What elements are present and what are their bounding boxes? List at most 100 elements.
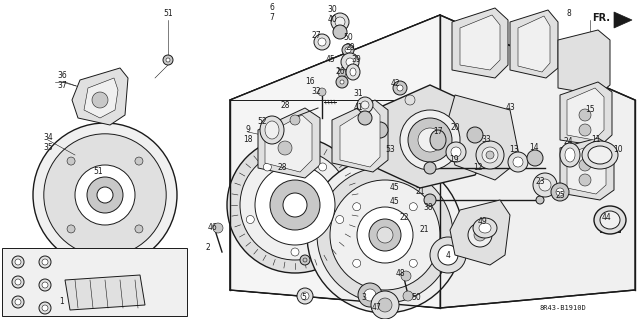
Circle shape [579,109,591,121]
Ellipse shape [341,53,359,71]
Ellipse shape [486,151,494,159]
Ellipse shape [350,68,356,76]
Circle shape [403,291,413,301]
Text: 19: 19 [449,155,459,165]
Polygon shape [230,15,635,308]
Polygon shape [450,200,510,265]
Ellipse shape [265,121,279,139]
Circle shape [264,163,271,171]
Ellipse shape [430,130,446,150]
Circle shape [12,276,24,288]
Ellipse shape [75,165,135,225]
Circle shape [358,111,372,125]
Circle shape [15,299,21,305]
Ellipse shape [346,58,354,66]
Circle shape [340,80,344,84]
Ellipse shape [330,180,440,290]
Bar [590,148,614,163]
Ellipse shape [479,223,491,233]
Ellipse shape [418,128,442,152]
Ellipse shape [227,137,363,273]
Text: 17: 17 [433,128,443,137]
Text: 38: 38 [423,204,433,212]
Circle shape [15,259,21,265]
Ellipse shape [513,157,523,167]
Ellipse shape [357,207,413,263]
Text: 5: 5 [301,293,307,302]
Circle shape [92,92,108,108]
Ellipse shape [44,134,166,256]
Polygon shape [72,68,128,125]
Bar [2,248,187,316]
Text: 32: 32 [311,87,321,97]
Ellipse shape [33,123,177,267]
Text: 11: 11 [591,136,601,145]
Ellipse shape [594,206,626,234]
Circle shape [336,216,344,224]
Circle shape [15,279,21,285]
Circle shape [468,223,492,247]
Ellipse shape [438,245,458,265]
Circle shape [410,259,417,267]
Polygon shape [65,275,145,310]
Text: 48: 48 [395,270,405,278]
Circle shape [318,88,326,96]
Text: 52: 52 [257,117,267,127]
Text: 24: 24 [563,137,573,146]
Polygon shape [84,78,118,118]
Polygon shape [360,85,495,188]
Text: 14: 14 [529,144,539,152]
Text: 20: 20 [450,123,460,132]
Ellipse shape [430,237,466,273]
Circle shape [300,255,310,265]
Ellipse shape [565,148,575,162]
Ellipse shape [240,150,350,260]
Text: 51: 51 [93,167,103,176]
Text: 43: 43 [505,103,515,113]
Text: 26: 26 [335,68,345,77]
Ellipse shape [378,298,392,312]
Polygon shape [567,144,606,194]
Circle shape [163,55,173,65]
Circle shape [67,157,75,165]
Ellipse shape [556,188,564,196]
Circle shape [12,296,24,308]
Polygon shape [340,106,380,167]
Text: 30: 30 [327,5,337,14]
Circle shape [42,259,48,265]
Circle shape [579,159,591,171]
Ellipse shape [508,152,528,172]
Text: 40: 40 [327,16,337,25]
Circle shape [290,115,300,125]
Ellipse shape [400,110,460,170]
Circle shape [318,38,326,46]
Text: 29: 29 [345,43,355,53]
Text: 42: 42 [390,79,400,88]
Ellipse shape [451,147,461,157]
Text: 9: 9 [246,125,250,135]
Ellipse shape [377,227,393,243]
Text: 21: 21 [415,188,425,197]
Text: 49: 49 [477,218,487,226]
Text: 13: 13 [509,145,519,154]
Circle shape [397,85,403,91]
Text: 39: 39 [351,56,361,64]
Circle shape [353,259,361,267]
Circle shape [536,196,544,204]
Text: 35: 35 [43,144,53,152]
Text: 23: 23 [535,177,545,187]
Circle shape [361,101,369,109]
Text: 2: 2 [205,243,211,253]
Ellipse shape [372,122,388,138]
Ellipse shape [408,118,452,162]
Text: 45: 45 [390,183,400,192]
Circle shape [135,157,143,165]
Ellipse shape [539,179,551,191]
Circle shape [336,76,348,88]
Ellipse shape [476,141,504,169]
Circle shape [357,97,373,113]
Ellipse shape [364,289,376,301]
Text: 15: 15 [585,106,595,115]
Circle shape [405,95,415,105]
Text: 47: 47 [371,303,381,313]
